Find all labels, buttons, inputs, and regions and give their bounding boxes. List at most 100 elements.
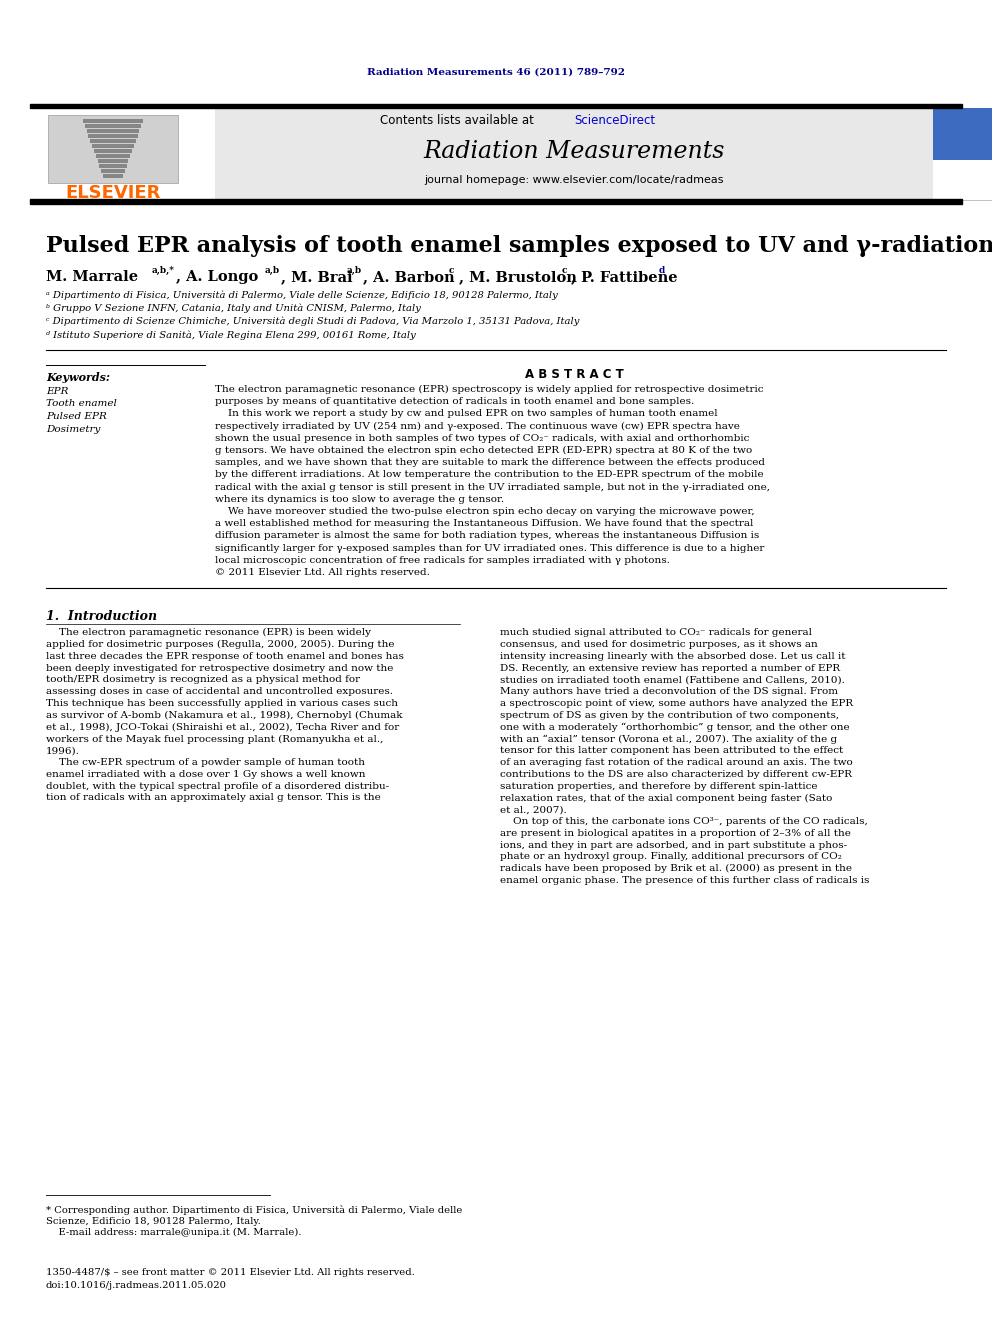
Bar	[101, 169, 125, 173]
Bar	[30, 105, 962, 108]
Text: et al., 1998), JCO-Tokai (Shiraishi et al., 2002), Techa River and for: et al., 1998), JCO-Tokai (Shiraishi et a…	[46, 722, 399, 732]
Text: , P. Fattibene: , P. Fattibene	[571, 270, 678, 284]
Text: doublet, with the typical spectral profile of a disordered distribu-: doublet, with the typical spectral profi…	[46, 782, 389, 791]
Text: samples, and we have shown that they are suitable to mark the difference between: samples, and we have shown that they are…	[215, 458, 765, 467]
Text: been deeply investigated for retrospective dosimetry and now the: been deeply investigated for retrospecti…	[46, 664, 394, 672]
Bar	[99, 164, 127, 168]
Text: of an averaging fast rotation of the radical around an axis. The two: of an averaging fast rotation of the rad…	[500, 758, 853, 767]
Text: one with a moderately “orthorhombic” g tensor, and the other one: one with a moderately “orthorhombic” g t…	[500, 722, 849, 732]
Text: © 2011 Elsevier Ltd. All rights reserved.: © 2011 Elsevier Ltd. All rights reserved…	[215, 568, 430, 577]
Text: ᵃ Dipartimento di Fisica, Università di Palermo, Viale delle Scienze, Edificio 1: ᵃ Dipartimento di Fisica, Università di …	[46, 290, 558, 299]
Text: Contents lists available at: Contents lists available at	[380, 114, 538, 127]
Text: a,b,*: a,b,*	[152, 266, 175, 275]
Text: The electron paramagnetic resonance (EPR) is been widely: The electron paramagnetic resonance (EPR…	[46, 628, 371, 638]
Text: E-mail address: marrale@unipa.it (M. Marrale).: E-mail address: marrale@unipa.it (M. Mar…	[46, 1228, 302, 1237]
Text: spectrum of DS as given by the contribution of two components,: spectrum of DS as given by the contribut…	[500, 710, 839, 720]
Text: , M. Brustolon: , M. Brustolon	[459, 270, 577, 284]
Bar	[215, 108, 933, 200]
Text: Pulsed EPR: Pulsed EPR	[46, 411, 107, 421]
Bar	[92, 144, 134, 148]
Text: as survivor of A-bomb (Nakamura et al., 1998), Chernobyl (Chumak: as survivor of A-bomb (Nakamura et al., …	[46, 710, 403, 720]
Text: contributions to the DS are also characterized by different cw-EPR: contributions to the DS are also charact…	[500, 770, 852, 779]
Text: ᵇ Gruppo V Sezione INFN, Catania, Italy and Unità CNISM, Palermo, Italy: ᵇ Gruppo V Sezione INFN, Catania, Italy …	[46, 303, 421, 314]
Text: radical with the axial g tensor is still present in the UV irradiated sample, bu: radical with the axial g tensor is still…	[215, 483, 770, 492]
Text: * Corresponding author. Dipartimento di Fisica, Università di Palermo, Viale del: * Corresponding author. Dipartimento di …	[46, 1205, 462, 1215]
Bar	[88, 134, 138, 138]
Text: journal homepage: www.elsevier.com/locate/radmeas: journal homepage: www.elsevier.com/locat…	[425, 175, 724, 185]
Text: , A. Barbon: , A. Barbon	[363, 270, 454, 284]
Text: Keywords:: Keywords:	[46, 372, 110, 382]
Text: Radiation
Measurements: Radiation Measurements	[942, 112, 986, 123]
Text: enamel organic phase. The presence of this further class of radicals is: enamel organic phase. The presence of th…	[500, 876, 869, 885]
Text: Pulsed EPR analysis of tooth enamel samples exposed to UV and γ-radiations: Pulsed EPR analysis of tooth enamel samp…	[46, 235, 992, 257]
Text: EPR: EPR	[46, 388, 68, 396]
Text: The cw-EPR spectrum of a powder sample of human tooth: The cw-EPR spectrum of a powder sample o…	[46, 758, 365, 767]
Bar	[95, 153, 130, 157]
Text: ions, and they in part are adsorbed, and in part substitute a phos-: ions, and they in part are adsorbed, and…	[500, 840, 847, 849]
Text: This technique has been successfully applied in various cases such: This technique has been successfully app…	[46, 699, 398, 708]
Bar	[86, 130, 139, 134]
Text: The electron paramagnetic resonance (EPR) spectroscopy is widely applied for ret: The electron paramagnetic resonance (EPR…	[215, 385, 764, 394]
Text: saturation properties, and therefore by different spin-lattice: saturation properties, and therefore by …	[500, 782, 817, 791]
Text: assessing doses in case of accidental and uncontrolled exposures.: assessing doses in case of accidental an…	[46, 687, 393, 696]
Text: last three decades the EPR response of tooth enamel and bones has: last three decades the EPR response of t…	[46, 652, 404, 660]
Text: Radiation Measurements 46 (2011) 789–792: Radiation Measurements 46 (2011) 789–792	[367, 67, 625, 77]
Text: d: d	[659, 266, 666, 275]
Text: a,b: a,b	[347, 266, 362, 275]
Text: 1350-4487/$ – see front matter © 2011 Elsevier Ltd. All rights reserved.: 1350-4487/$ – see front matter © 2011 El…	[46, 1267, 415, 1277]
Text: phate or an hydroxyl group. Finally, additional precursors of CO₂: phate or an hydroxyl group. Finally, add…	[500, 852, 842, 861]
Bar	[933, 160, 992, 200]
Text: tion of radicals with an approximately axial g tensor. This is the: tion of radicals with an approximately a…	[46, 794, 381, 803]
Text: 1996).: 1996).	[46, 746, 80, 755]
Text: M. Marrale: M. Marrale	[46, 270, 138, 284]
Text: ᵈ Istituto Superiore di Sanità, Viale Regina Elena 299, 00161 Rome, Italy: ᵈ Istituto Superiore di Sanità, Viale Re…	[46, 331, 416, 340]
Text: g tensors. We have obtained the electron spin echo detected EPR (ED-EPR) spectra: g tensors. We have obtained the electron…	[215, 446, 752, 455]
Text: , A. Longo: , A. Longo	[176, 270, 258, 284]
Text: A B S T R A C T: A B S T R A C T	[525, 368, 623, 381]
Bar	[85, 124, 141, 128]
Text: Tooth enamel: Tooth enamel	[46, 400, 117, 409]
Text: a spectroscopic point of view, some authors have analyzed the EPR: a spectroscopic point of view, some auth…	[500, 699, 853, 708]
Text: workers of the Mayak fuel processing plant (Romanyukha et al.,: workers of the Mayak fuel processing pla…	[46, 734, 383, 744]
Text: intensity increasing linearly with the absorbed dose. Let us call it: intensity increasing linearly with the a…	[500, 652, 845, 660]
Text: Radiation Measurements: Radiation Measurements	[424, 140, 725, 164]
Text: enamel irradiated with a dose over 1 Gy shows a well known: enamel irradiated with a dose over 1 Gy …	[46, 770, 365, 779]
Text: ᶜ Dipartimento di Scienze Chimiche, Università degli Studi di Padova, Via Marzol: ᶜ Dipartimento di Scienze Chimiche, Univ…	[46, 318, 579, 327]
Text: Dosimetry: Dosimetry	[46, 425, 100, 434]
Text: c: c	[562, 266, 567, 275]
Text: much studied signal attributed to CO₂⁻ radicals for general: much studied signal attributed to CO₂⁻ r…	[500, 628, 812, 638]
Text: ScienceDirect: ScienceDirect	[574, 114, 655, 127]
Text: et al., 2007).: et al., 2007).	[500, 806, 566, 814]
Text: a,b: a,b	[265, 266, 280, 275]
Text: studies on irradiated tooth enamel (Fattibene and Callens, 2010).: studies on irradiated tooth enamel (Fatt…	[500, 676, 845, 684]
Bar	[933, 108, 992, 160]
Text: purposes by means of quantitative detection of radicals in tooth enamel and bone: purposes by means of quantitative detect…	[215, 397, 694, 406]
Text: applied for dosimetric purposes (Regulla, 2000, 2005). During the: applied for dosimetric purposes (Regulla…	[46, 640, 395, 650]
Bar	[90, 139, 136, 143]
Text: shown the usual presence in both samples of two types of CO₂⁻ radicals, with axi: shown the usual presence in both samples…	[215, 434, 749, 443]
Text: diffusion parameter is almost the same for both radiation types, whereas the ins: diffusion parameter is almost the same f…	[215, 532, 759, 540]
Text: doi:10.1016/j.radmeas.2011.05.020: doi:10.1016/j.radmeas.2011.05.020	[46, 1281, 227, 1290]
Text: In this work we report a study by cw and pulsed EPR on two samples of human toot: In this work we report a study by cw and…	[215, 409, 717, 418]
Bar	[83, 119, 143, 123]
Text: significantly larger for γ-exposed samples than for UV irradiated ones. This dif: significantly larger for γ-exposed sampl…	[215, 544, 765, 553]
Bar	[48, 115, 178, 183]
Text: c: c	[449, 266, 454, 275]
Bar	[933, 108, 992, 200]
Text: We have moreover studied the two-pulse electron spin echo decay on varying the m: We have moreover studied the two-pulse e…	[215, 507, 755, 516]
Text: relaxation rates, that of the axial component being faster (Sato: relaxation rates, that of the axial comp…	[500, 794, 832, 803]
Text: tooth/EPR dosimetry is recognized as a physical method for: tooth/EPR dosimetry is recognized as a p…	[46, 676, 360, 684]
Bar	[30, 108, 215, 200]
Bar	[103, 175, 123, 179]
Text: 1.  Introduction: 1. Introduction	[46, 610, 157, 623]
Text: where its dynamics is too slow to average the g tensor.: where its dynamics is too slow to averag…	[215, 495, 504, 504]
Text: radicals have been proposed by Brik et al. (2000) as present in the: radicals have been proposed by Brik et a…	[500, 864, 852, 873]
Text: are present in biological apatites in a proportion of 2–3% of all the: are present in biological apatites in a …	[500, 828, 851, 837]
Text: a well established method for measuring the Instantaneous Diffusion. We have fou: a well established method for measuring …	[215, 519, 753, 528]
Bar	[94, 149, 132, 153]
Text: local microscopic concentration of free radicals for samples irradiated with γ p: local microscopic concentration of free …	[215, 556, 670, 565]
Bar	[97, 159, 128, 163]
Text: ELSEVIER: ELSEVIER	[65, 184, 161, 202]
Text: On top of this, the carbonate ions CO³⁻, parents of the CO radicals,: On top of this, the carbonate ions CO³⁻,…	[500, 818, 868, 826]
Text: respectively irradiated by UV (254 nm) and γ-exposed. The continuous wave (cw) E: respectively irradiated by UV (254 nm) a…	[215, 422, 740, 431]
